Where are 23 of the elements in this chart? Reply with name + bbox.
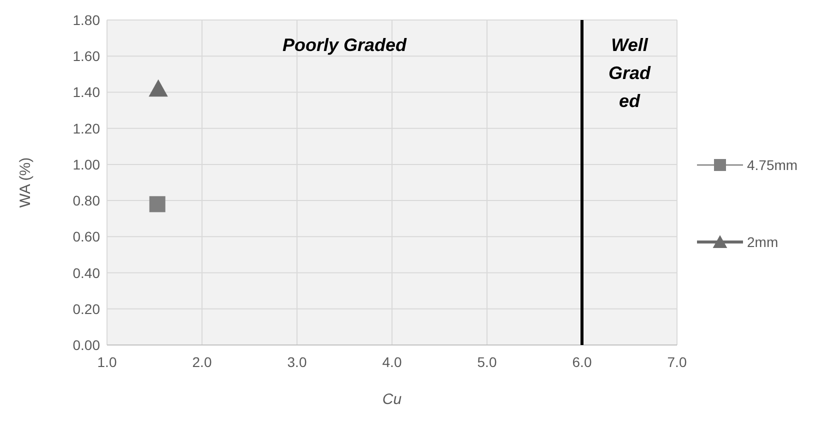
- x-axis-title: Cu: [382, 391, 402, 408]
- x-tick-label: 2.0: [192, 354, 212, 370]
- y-tick-label: 1.80: [72, 12, 100, 28]
- y-tick-label: 1.40: [72, 84, 100, 100]
- x-tick-label: 1.0: [97, 354, 117, 370]
- y-tick-label: 0.20: [72, 300, 100, 317]
- x-tick-label: 3.0: [287, 354, 307, 370]
- y-tick-label: 0.00: [72, 337, 100, 353]
- annotation: Poorly Graded: [282, 35, 408, 55]
- x-tick-label: 7.0: [667, 354, 687, 370]
- legend-label: 4.75mm: [747, 157, 798, 173]
- y-tick-label: 1.20: [72, 120, 100, 136]
- y-tick-label: 1.60: [72, 48, 100, 64]
- y-axis-title: WA (%): [17, 157, 34, 208]
- y-tick-label: 1.00: [72, 156, 100, 172]
- y-tick-label: 0.40: [72, 264, 100, 281]
- x-tick-label: 6.0: [572, 354, 592, 370]
- y-tick-label: 0.60: [72, 228, 100, 245]
- y-tick-label: 0.80: [72, 192, 100, 209]
- legend-label: 2mm: [747, 234, 778, 250]
- annotation: Well Grad ed: [608, 35, 652, 111]
- x-tick-label: 5.0: [477, 354, 497, 370]
- x-tick-label: 4.0: [382, 354, 402, 370]
